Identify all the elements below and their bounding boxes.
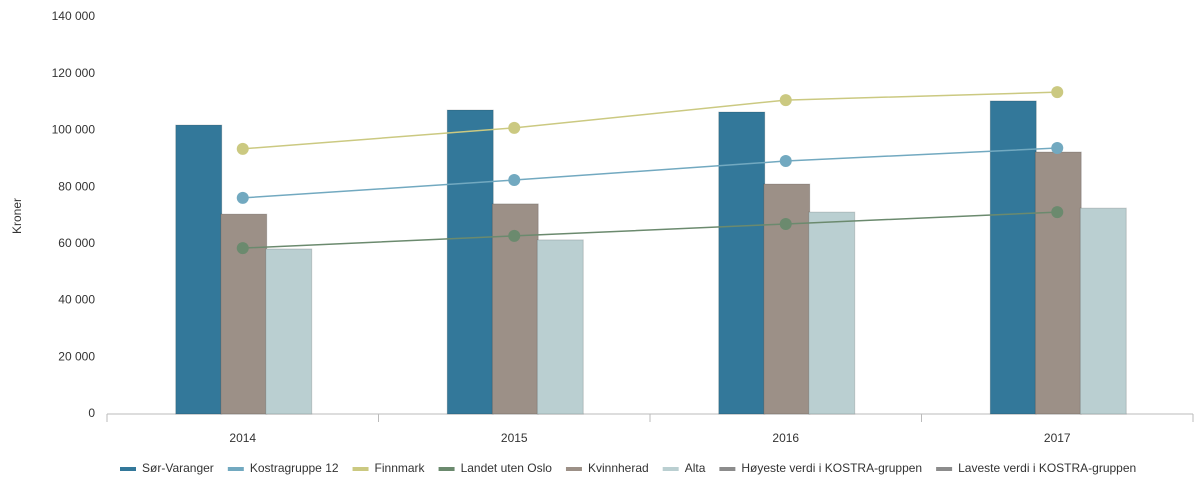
line-point <box>236 242 249 255</box>
line-point <box>779 155 792 168</box>
x-tick-label: 2017 <box>1044 431 1071 445</box>
series-line <box>242 147 1058 199</box>
series-line <box>242 211 1058 249</box>
line-point <box>1051 206 1064 219</box>
legend-label: Kvinnherad <box>588 461 649 475</box>
bar <box>808 211 856 415</box>
y-axis-label: Kroner <box>10 198 24 234</box>
legend-label: Alta <box>685 461 706 475</box>
bar <box>446 109 494 415</box>
line-point <box>1051 142 1064 155</box>
bar <box>536 239 584 415</box>
line-point <box>779 218 792 231</box>
y-tick-label: 140 000 <box>52 9 96 23</box>
x-tick-label: 2014 <box>229 431 256 445</box>
line-point <box>779 94 792 107</box>
line-point <box>508 174 521 187</box>
y-tick-label: 60 000 <box>58 236 95 250</box>
bar <box>1034 151 1082 415</box>
line-point <box>236 191 249 204</box>
x-tick-label: 2016 <box>772 431 799 445</box>
y-tick-label: 120 000 <box>52 66 96 80</box>
bar <box>718 111 766 415</box>
legend-label: Finnmark <box>375 461 426 475</box>
bar <box>1079 207 1127 415</box>
legend-label: Sør-Varanger <box>142 461 214 475</box>
y-tick-label: 100 000 <box>52 123 96 137</box>
legend-label: Høyeste verdi i KOSTRA-gruppen <box>741 461 922 475</box>
series-line <box>242 91 1058 150</box>
line-point <box>508 229 521 242</box>
y-tick-label: 40 000 <box>58 293 95 307</box>
line-point <box>508 121 521 134</box>
legend-label: Laveste verdi i KOSTRA-gruppen <box>958 461 1136 475</box>
line-point <box>1051 86 1064 99</box>
y-tick-label: 80 000 <box>58 179 95 193</box>
x-tick-label: 2015 <box>501 431 528 445</box>
line-point <box>236 142 249 155</box>
legend-label: Landet uten Oslo <box>461 461 553 475</box>
y-tick-label: 0 <box>88 406 95 420</box>
y-tick-label: 20 000 <box>58 349 95 363</box>
bar <box>175 124 223 415</box>
bar <box>989 100 1037 415</box>
legend-label: Kostragruppe 12 <box>250 461 339 475</box>
bar <box>265 248 313 415</box>
